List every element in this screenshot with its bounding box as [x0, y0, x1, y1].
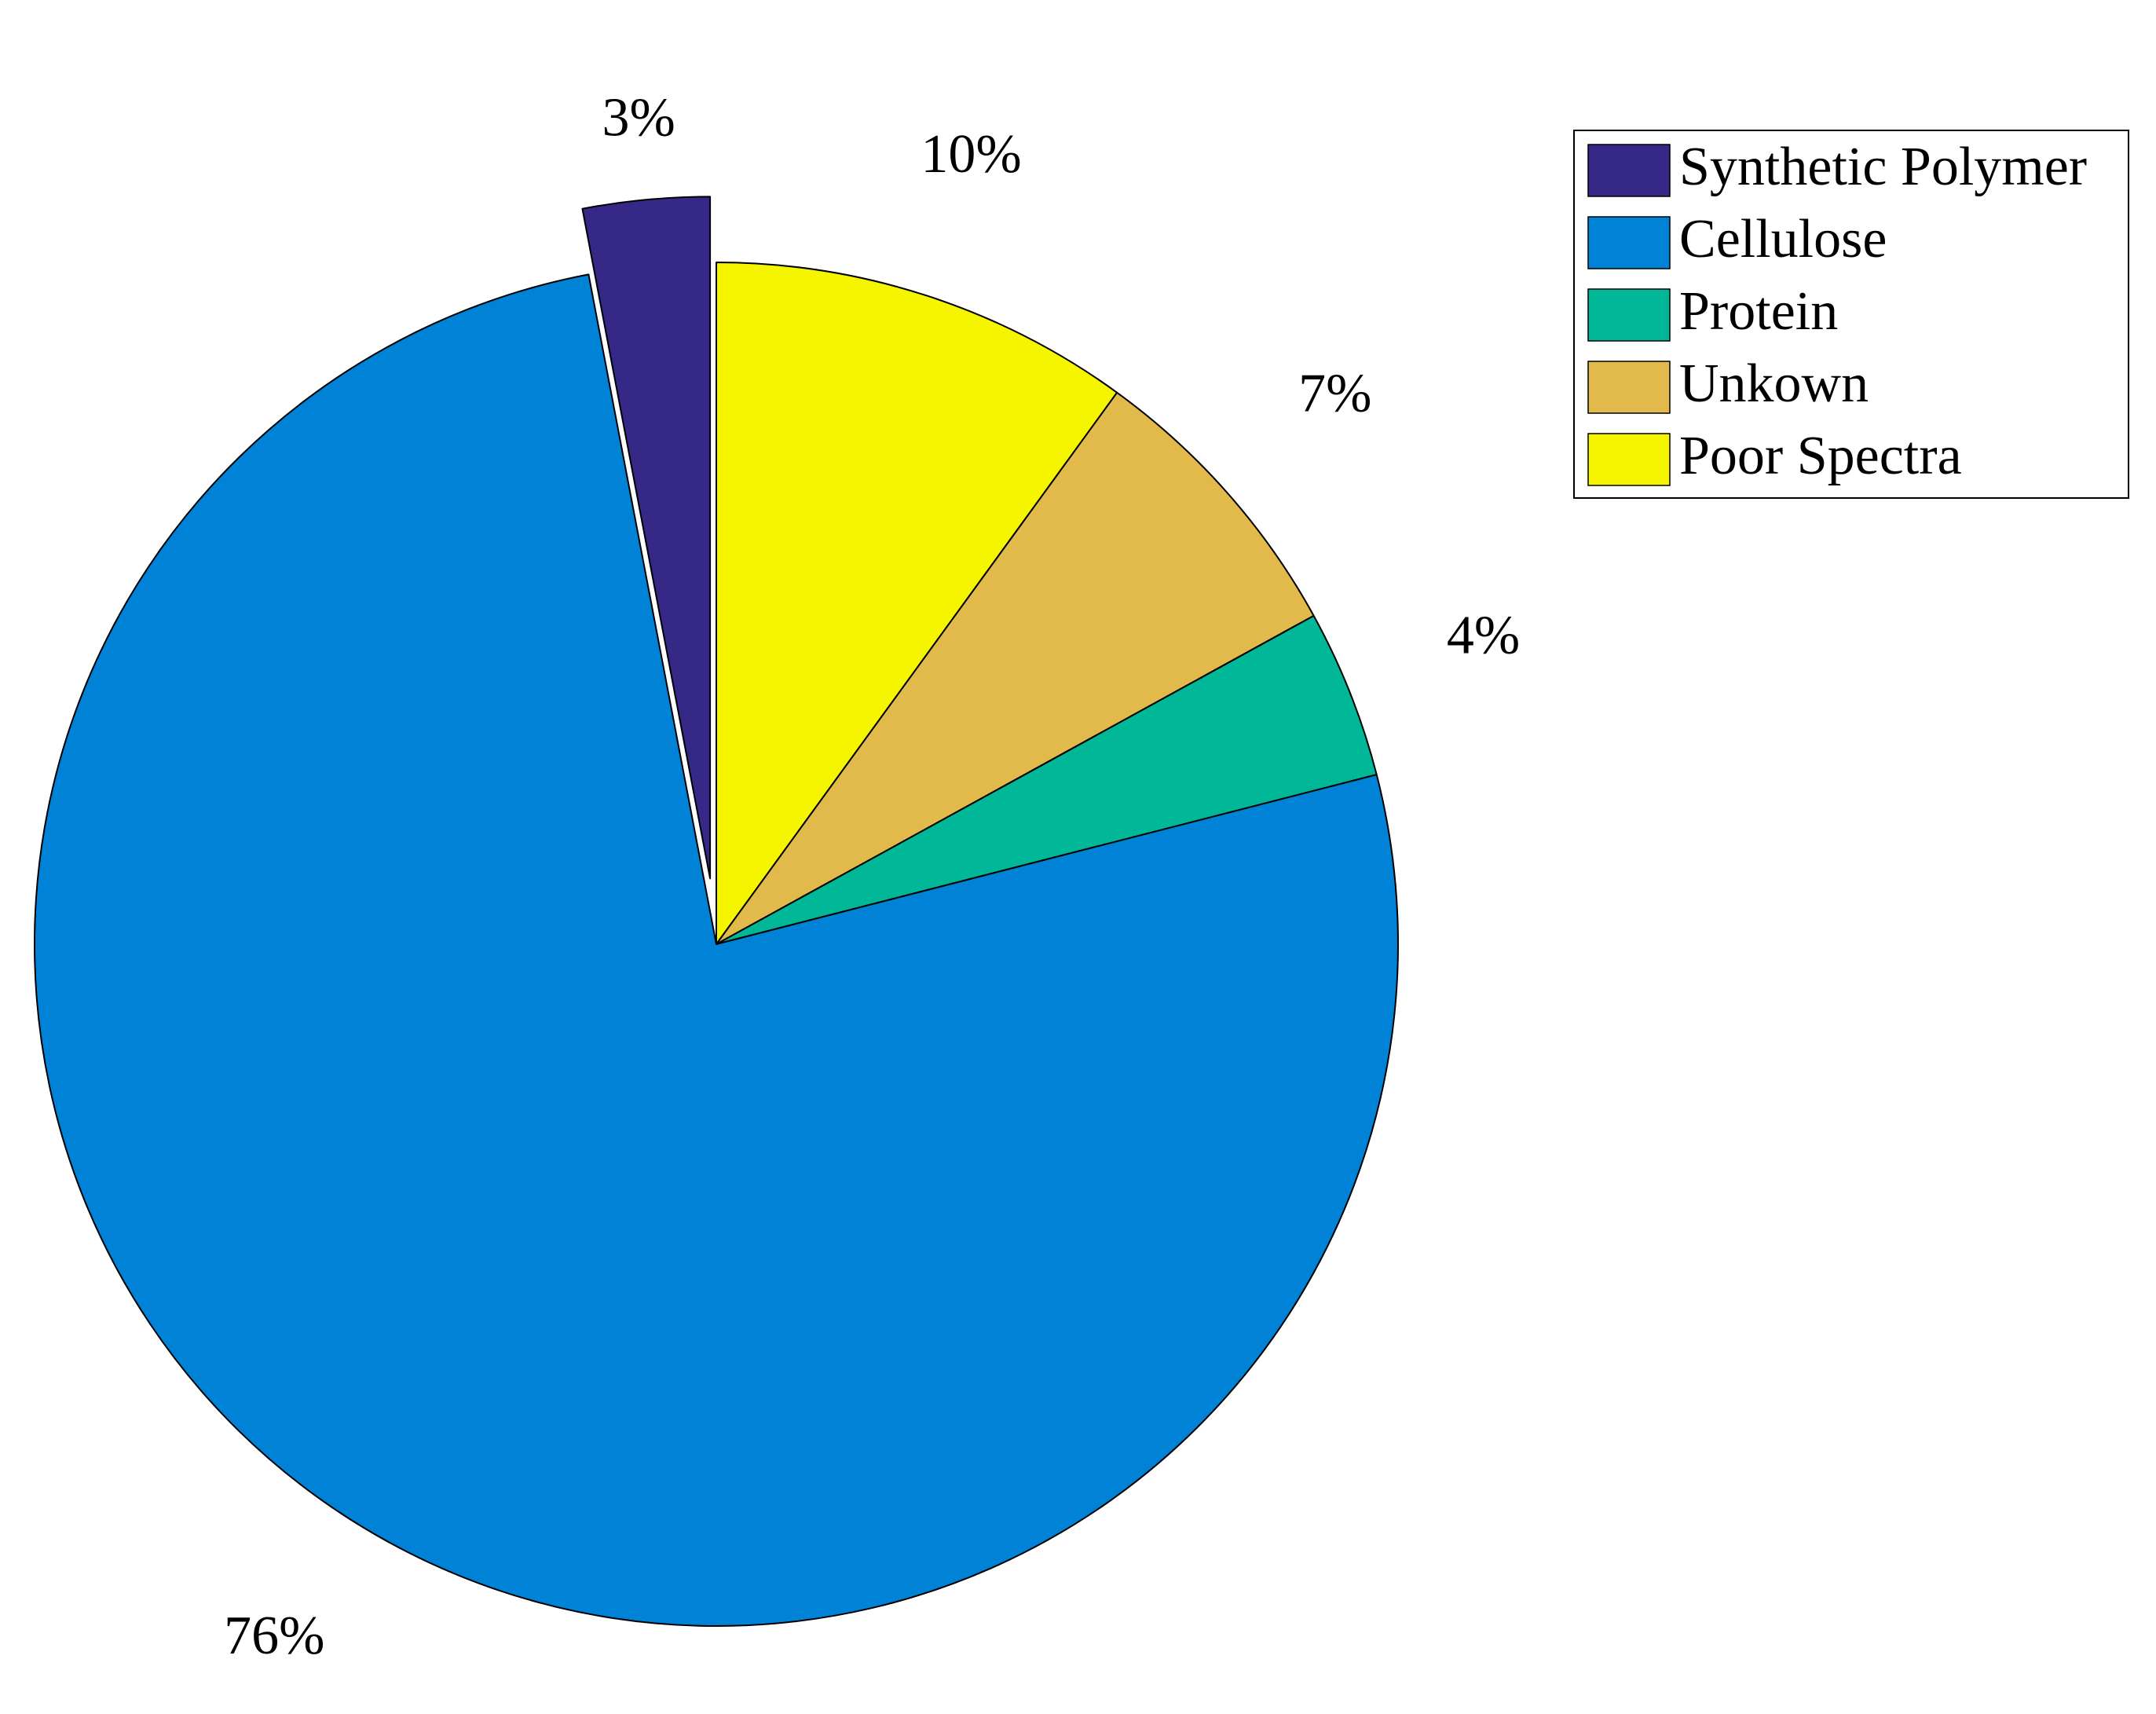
- legend-label-protein: Protein: [1679, 281, 1838, 342]
- legend-swatch-cellulose: [1587, 216, 1671, 269]
- legend-label-cellulose: Cellulose: [1679, 209, 1887, 269]
- pie-slice-protein: [716, 614, 1378, 945]
- pie-slice-cellulose: [34, 273, 1399, 1627]
- pie-slice-unkown: [716, 391, 1315, 945]
- percent-label-synthetic-polymer: 3%: [602, 87, 675, 148]
- percent-label-protein: 4%: [1447, 605, 1520, 665]
- legend: Synthetic Polymer Cellulose Protein Unkown P…: [1573, 130, 2129, 499]
- pie-slices: [34, 196, 1399, 1627]
- legend-label-unkown: Unkown: [1679, 353, 1869, 414]
- pie-slice-synthetic-polymer: [581, 196, 712, 880]
- legend-swatch-poor-spectra: [1587, 433, 1671, 486]
- legend-label-synthetic-polymer: Synthetic Polymer: [1679, 137, 2087, 197]
- pie-slice-poor-spectra: [716, 262, 1118, 945]
- percent-label-poor-spectra: 10%: [921, 124, 1021, 185]
- percent-labels: 10% 7% 4% 76% 3%: [224, 87, 1520, 1665]
- legend-swatch-protein: [1587, 288, 1671, 342]
- legend-swatch-synthetic-polymer: [1587, 144, 1671, 197]
- percent-label-unkown: 7%: [1298, 363, 1371, 423]
- percent-label-cellulose: 76%: [224, 1606, 324, 1666]
- legend-swatch-unkown: [1587, 361, 1671, 414]
- legend-label-poor-spectra: Poor Spectra: [1679, 426, 1962, 486]
